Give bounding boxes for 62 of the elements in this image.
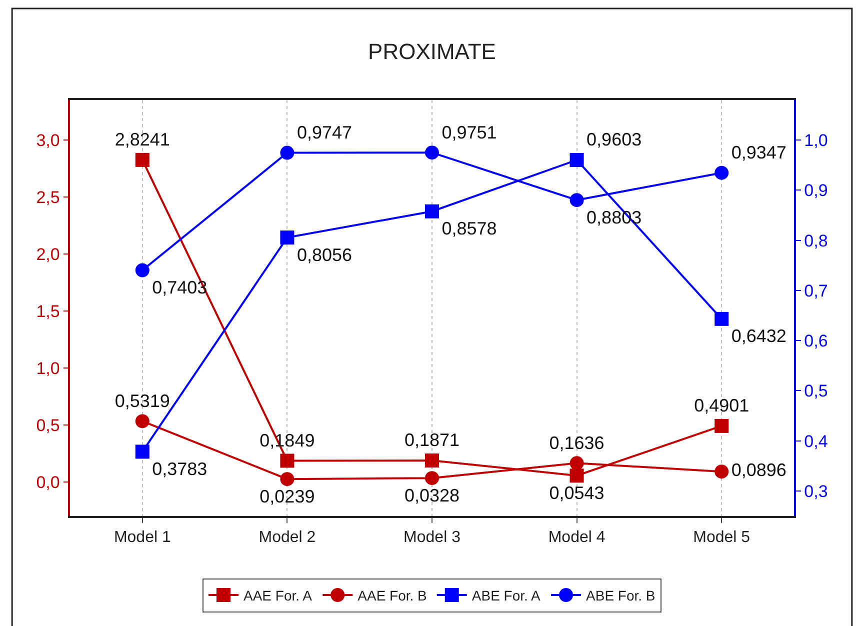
point bbox=[135, 444, 150, 459]
point bbox=[425, 204, 439, 218]
y2-tick-label: 0,7 bbox=[804, 281, 828, 300]
data-label: 0,8578 bbox=[442, 218, 497, 239]
point bbox=[425, 453, 439, 468]
x-tick-label: Model 4 bbox=[548, 528, 606, 546]
y-tick-label: 3,0 bbox=[36, 130, 60, 150]
chart-title: PROXIMATE bbox=[368, 39, 496, 64]
y2-tick-label: 0,8 bbox=[804, 231, 828, 250]
point bbox=[714, 464, 729, 479]
point bbox=[714, 418, 729, 433]
data-label: 0,1636 bbox=[549, 432, 604, 453]
legend-label: ABE For. A bbox=[472, 587, 542, 604]
x-tick-label: Model 1 bbox=[114, 528, 171, 546]
data-label: 0,0239 bbox=[260, 486, 315, 506]
point bbox=[570, 456, 584, 470]
y2-tick-label: 0,9 bbox=[804, 181, 828, 200]
point bbox=[280, 472, 294, 486]
legend-label: AAE For. A bbox=[244, 587, 313, 604]
point bbox=[570, 193, 584, 208]
data-label: 0,4901 bbox=[694, 396, 750, 416]
data-label: 0,0328 bbox=[404, 485, 460, 506]
data-label: 0,9747 bbox=[296, 122, 352, 143]
y2-tick-label: 1,0 bbox=[804, 131, 828, 150]
point bbox=[425, 471, 439, 486]
point bbox=[135, 152, 150, 167]
point bbox=[135, 263, 150, 278]
data-label: 0,0896 bbox=[731, 460, 786, 480]
data-label: 0,9347 bbox=[731, 142, 786, 163]
point bbox=[570, 468, 584, 483]
y-tick-label: 2,0 bbox=[36, 244, 60, 264]
point bbox=[280, 454, 294, 468]
data-label: 2,8241 bbox=[114, 130, 170, 150]
point bbox=[714, 166, 729, 180]
y-tick-label: 1,0 bbox=[36, 358, 60, 378]
data-label: 0,5319 bbox=[114, 390, 170, 411]
data-label: 0,0543 bbox=[549, 482, 604, 503]
y2-tick-label: 0,3 bbox=[804, 482, 828, 501]
x-tick-label: Model 2 bbox=[258, 528, 316, 546]
y-tick-label: 1,5 bbox=[36, 302, 60, 321]
y2-tick-label: 0,4 bbox=[804, 432, 828, 451]
data-label: 0,9603 bbox=[586, 130, 642, 150]
y-tick-label: 0,5 bbox=[36, 416, 60, 435]
point bbox=[714, 312, 729, 326]
data-label: 0,8056 bbox=[296, 244, 352, 265]
data-label: 0,3783 bbox=[152, 458, 208, 479]
x-tick-label: Model 5 bbox=[693, 528, 750, 546]
point bbox=[570, 152, 584, 167]
point bbox=[280, 146, 294, 160]
data-label: 0,9751 bbox=[442, 122, 497, 142]
legend-label: ABE For. B bbox=[586, 587, 656, 604]
point bbox=[135, 414, 150, 428]
data-label: 0,6432 bbox=[731, 326, 786, 346]
y2-tick-label: 0,6 bbox=[804, 332, 828, 351]
y-tick-label: 2,5 bbox=[36, 188, 60, 207]
x-tick-label: Model 3 bbox=[404, 528, 461, 546]
legend-label: AAE For. B bbox=[358, 587, 427, 604]
point bbox=[425, 146, 439, 160]
data-label: 0,1871 bbox=[404, 430, 460, 450]
y-tick-label: 0,0 bbox=[36, 472, 60, 492]
point bbox=[280, 230, 294, 245]
y2-tick-label: 0,5 bbox=[804, 382, 828, 401]
